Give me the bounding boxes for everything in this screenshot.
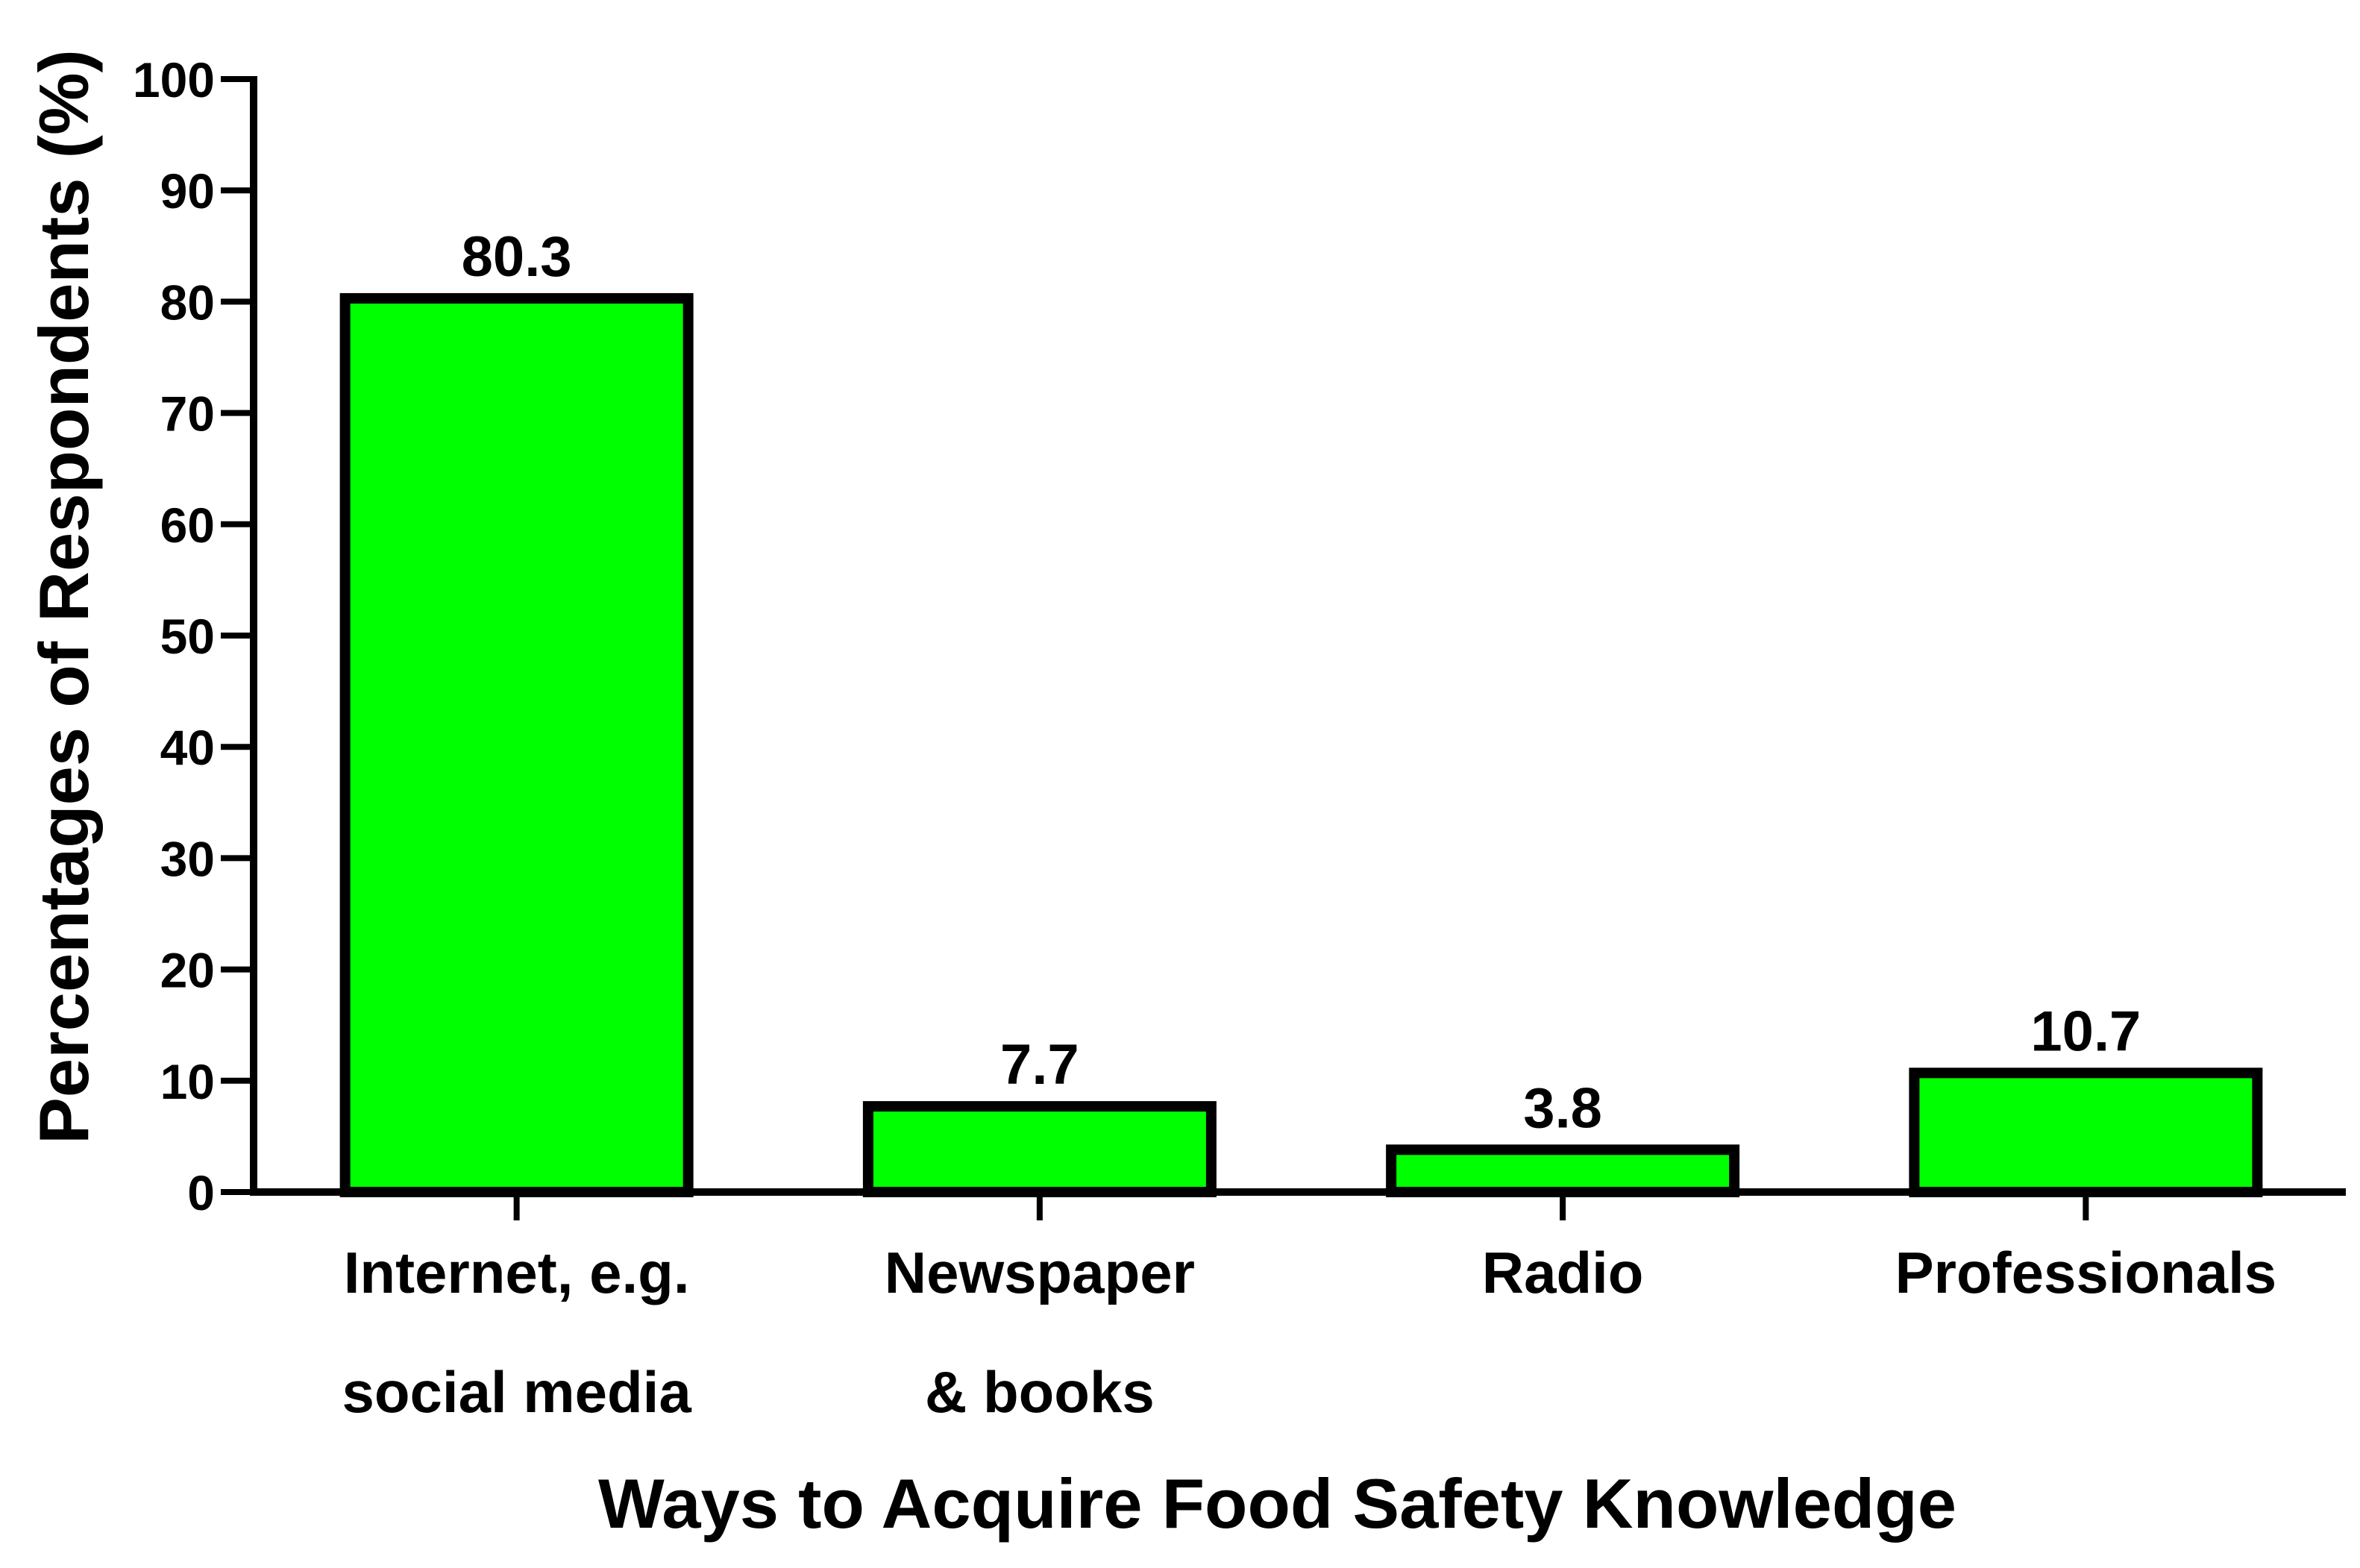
y-tick-label: 90 [160,163,215,219]
bar [862,1101,1217,1197]
x-category-label: social media [342,1359,692,1425]
bar-data-label: 3.8 [1523,1076,1602,1140]
y-tick-label: 70 [160,386,215,442]
x-category-label: Internet, e.g. [344,1240,690,1305]
y-tick-label: 20 [160,943,215,998]
bar-data-label: 80.3 [462,225,572,289]
x-axis-title: Ways to Acquire Food Safety Knowledge [598,1464,1956,1543]
bars: 80.3 7.7 3.8 10.7 [339,225,2263,1198]
y-tick-label: 10 [160,1054,215,1109]
bar-data-label: 10.7 [2030,1000,2141,1063]
y-tick-label: 100 [133,52,215,107]
y-axis-title: Percentages of Respondents (%) [25,49,103,1144]
x-category-label: Newspaper [885,1240,1195,1305]
y-tick-label: 50 [160,609,215,664]
y-tick-label: 0 [187,1165,215,1220]
y-tick-label: 80 [160,275,215,330]
x-axis-ticks: Internet, e.g. social media Newspaper & boo… [342,1192,2277,1425]
bar [339,292,694,1198]
bar-data-label: 7.7 [1000,1033,1079,1097]
bar [1909,1067,2263,1197]
y-tick-label: 30 [160,831,215,886]
y-axis-ticks: 0 10 20 30 40 50 60 70 80 90 100 [133,52,254,1220]
x-category-label: & books [925,1359,1155,1425]
bar [1386,1144,1740,1197]
x-category-label: Professionals [1895,1240,2277,1305]
y-tick-label: 60 [160,498,215,553]
x-category-label: Radio [1482,1240,1644,1305]
y-tick-label: 40 [160,720,215,775]
